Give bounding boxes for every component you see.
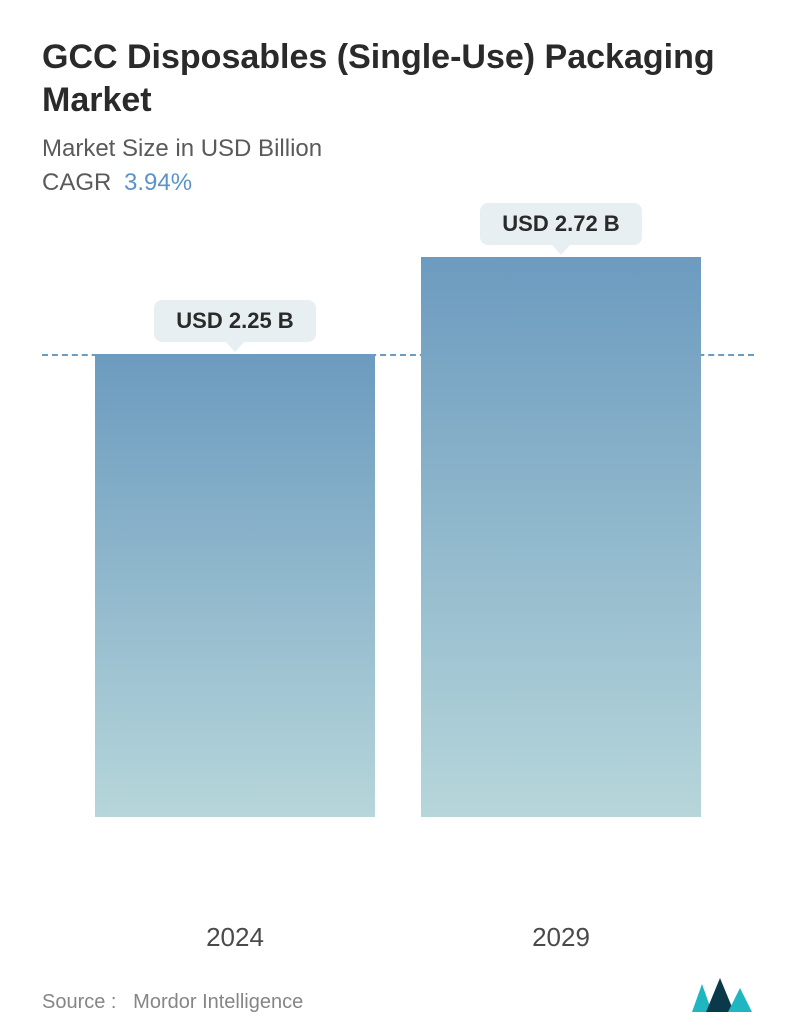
chart-container: GCC Disposables (Single-Use) Packaging M… — [0, 0, 796, 1034]
chart-subtitle: Market Size in USD Billion — [42, 135, 754, 163]
x-axis-labels: 2024 2029 — [42, 910, 754, 960]
bar-value-label: USD 2.25 B — [154, 300, 315, 342]
source-text: Source : Mordor Intelligence — [42, 991, 303, 1014]
logo-icon — [690, 976, 754, 1014]
bar — [95, 354, 375, 817]
value-pointer — [226, 342, 244, 352]
bar-group: USD 2.25 B — [95, 257, 375, 817]
value-label-wrap: USD 2.25 B — [95, 300, 375, 352]
cagr-label: CAGR — [42, 169, 111, 196]
chart-title: GCC Disposables (Single-Use) Packaging M… — [42, 36, 754, 121]
value-label-wrap: USD 2.72 B — [421, 203, 701, 255]
bars-group: USD 2.25 B USD 2.72 B — [42, 257, 754, 817]
source-value: Mordor Intelligence — [133, 991, 303, 1013]
chart-area: USD 2.25 B USD 2.72 B 2024 2029 — [42, 257, 754, 960]
cagr-row: CAGR 3.94% — [42, 169, 754, 197]
bar-value-label: USD 2.72 B — [480, 203, 641, 245]
source-label: Source : — [42, 991, 116, 1013]
value-pointer — [552, 245, 570, 255]
bar-group: USD 2.72 B — [421, 257, 701, 817]
x-axis-label: 2024 — [95, 910, 375, 960]
bar — [421, 257, 701, 817]
brand-logo — [690, 976, 754, 1014]
x-axis-label: 2029 — [421, 910, 701, 960]
cagr-value: 3.94% — [124, 169, 192, 196]
chart-footer: Source : Mordor Intelligence — [42, 970, 754, 1014]
